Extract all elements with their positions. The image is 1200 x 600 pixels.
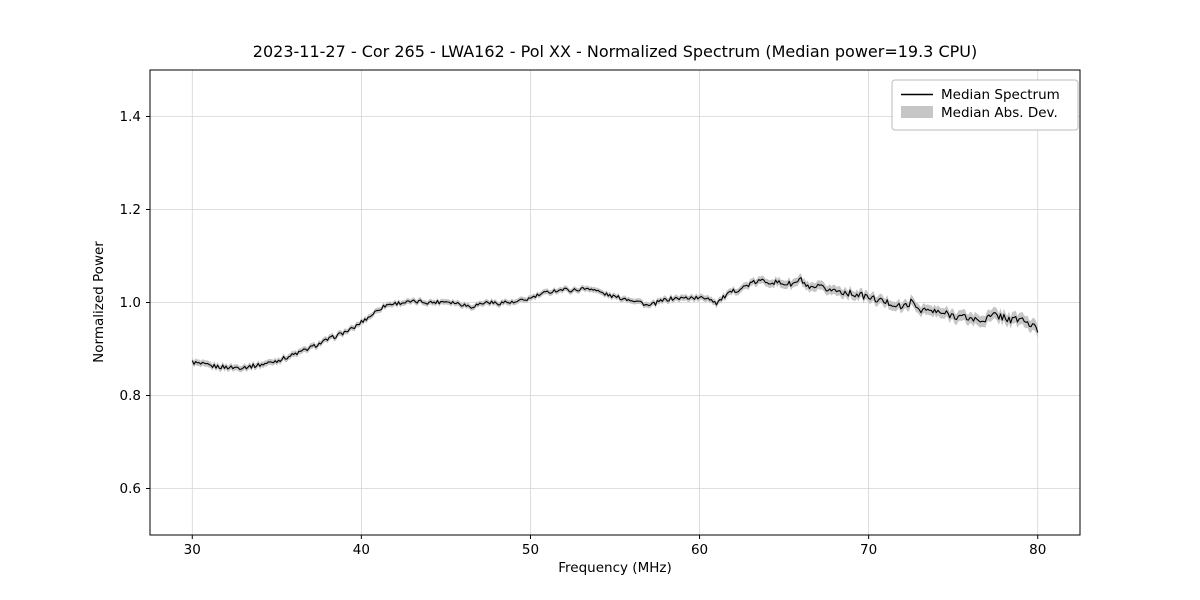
y-tick-label: 1.0 bbox=[120, 295, 141, 311]
x-tick-label: 80 bbox=[1029, 542, 1046, 558]
x-tick-label: 40 bbox=[353, 542, 370, 558]
x-tick-label: 30 bbox=[184, 542, 201, 558]
legend-label-median-abs-dev: Median Abs. Dev. bbox=[941, 105, 1058, 121]
y-axis-label: Normalized Power bbox=[91, 241, 107, 363]
y-tick-label: 0.8 bbox=[120, 388, 141, 404]
x-axis-label: Frequency (MHz) bbox=[558, 560, 671, 576]
legend-patch-sample bbox=[901, 106, 933, 118]
chart-title: 2023-11-27 - Cor 265 - LWA162 - Pol XX -… bbox=[253, 42, 977, 61]
x-tick-label: 60 bbox=[691, 542, 708, 558]
legend: Median Spectrum Median Abs. Dev. bbox=[891, 79, 1079, 131]
x-tick-label: 50 bbox=[522, 542, 539, 558]
y-tick-label: 0.6 bbox=[120, 481, 141, 497]
median-spectrum-line bbox=[191, 277, 1039, 370]
y-tick-label: 1.4 bbox=[120, 109, 141, 125]
mad-band bbox=[192, 273, 1038, 373]
plot-area: 30 40 50 60 70 80 0.6 0.8 1.0 1.2 1.4 bbox=[120, 69, 1081, 558]
legend-box bbox=[891, 79, 1079, 131]
x-tick-label: 70 bbox=[860, 542, 877, 558]
y-tick-label: 1.2 bbox=[120, 202, 141, 218]
legend-label-median-spectrum: Median Spectrum bbox=[941, 87, 1060, 103]
